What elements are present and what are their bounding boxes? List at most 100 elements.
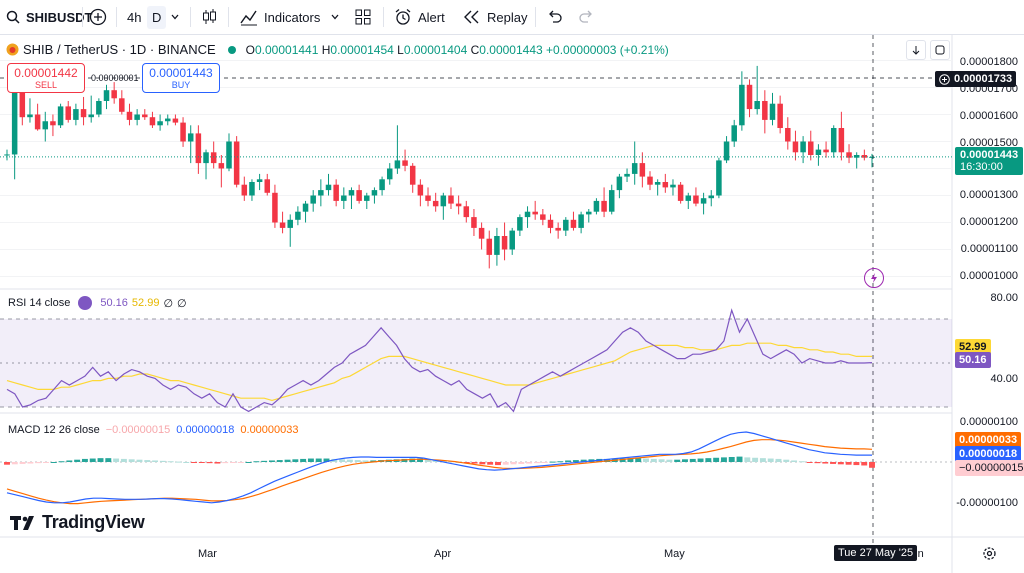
rsi-label: RSI 14 close bbox=[8, 297, 71, 309]
toolbar-divider bbox=[535, 7, 536, 27]
chart-type-button[interactable] bbox=[200, 0, 218, 34]
macd-histogram-bar bbox=[370, 460, 377, 462]
candle-body bbox=[11, 92, 18, 155]
candle-body bbox=[42, 121, 49, 130]
macd-histogram-bar bbox=[245, 462, 252, 463]
candle-body bbox=[846, 152, 852, 158]
candle-body bbox=[455, 203, 462, 207]
pane-maximize-button[interactable] bbox=[930, 40, 950, 60]
macd-histogram-bar bbox=[494, 462, 501, 466]
price-tick: 0.00001200 bbox=[959, 216, 1018, 228]
candle-body bbox=[593, 200, 600, 212]
macd-histogram-bar bbox=[557, 461, 564, 463]
crosshair-price-value: 0.00001733 bbox=[954, 73, 1013, 85]
crosshair-price-tag[interactable]: 0.00001733 bbox=[935, 71, 1017, 87]
undo-button[interactable] bbox=[547, 0, 563, 34]
candle-body bbox=[578, 214, 584, 228]
rsi-settings-icon[interactable] bbox=[78, 296, 93, 310]
sell-button[interactable]: 0.00001442 SELL bbox=[7, 63, 85, 93]
buy-label: BUY bbox=[171, 80, 191, 90]
candle-body bbox=[631, 163, 638, 174]
toolbar-divider bbox=[383, 7, 384, 27]
macd-histogram-bar bbox=[167, 461, 174, 463]
macd-histogram-bar bbox=[315, 458, 322, 462]
macd-histogram-bar bbox=[159, 460, 166, 462]
rewind-icon bbox=[464, 10, 479, 24]
candle-body bbox=[103, 90, 110, 101]
candle-body bbox=[716, 160, 722, 196]
candle-body bbox=[654, 182, 661, 185]
sell-price: 0.00001442 bbox=[14, 66, 78, 80]
candle-body bbox=[348, 190, 355, 196]
compare-button[interactable] bbox=[89, 0, 107, 34]
indicators-dropdown[interactable] bbox=[330, 0, 340, 34]
ohlc-values: O0.00001441 H0.00001454 L0.00001404 C0.0… bbox=[246, 43, 669, 57]
macd-histogram-bar bbox=[643, 458, 649, 462]
candle-body bbox=[555, 227, 561, 231]
macd-line bbox=[6, 431, 872, 504]
chart-canvas[interactable] bbox=[0, 35, 1024, 573]
candle-body bbox=[180, 122, 186, 142]
macd-histogram-bar bbox=[526, 462, 533, 464]
chevron-down-icon bbox=[331, 14, 339, 20]
candle-body bbox=[838, 128, 845, 153]
candle-body bbox=[386, 168, 393, 180]
candle-body bbox=[792, 141, 799, 153]
candle-body bbox=[463, 206, 470, 218]
macd-histogram-bar bbox=[650, 458, 657, 462]
candle-body bbox=[333, 184, 339, 201]
candle-body bbox=[830, 128, 837, 153]
buy-button[interactable]: 0.00001443 BUY bbox=[142, 63, 220, 93]
candle-body bbox=[677, 184, 684, 201]
interval-4h-button[interactable]: 4h bbox=[127, 0, 141, 34]
time-tick: May bbox=[664, 548, 685, 560]
macd-histogram-bar bbox=[487, 462, 494, 465]
undo-icon bbox=[549, 10, 562, 23]
candle-body bbox=[563, 219, 569, 231]
shib-logo-icon bbox=[6, 43, 19, 56]
candle-body bbox=[272, 192, 278, 223]
candle-body bbox=[126, 111, 133, 120]
layouts-button[interactable] bbox=[355, 0, 371, 34]
interval-dropdown[interactable] bbox=[170, 0, 180, 34]
indicators-button[interactable]: Indicators bbox=[240, 0, 320, 34]
alert-button[interactable]: Alert bbox=[394, 0, 445, 34]
macd-histogram-bar bbox=[814, 462, 821, 464]
macd-histogram-bar bbox=[869, 462, 875, 468]
macd-histogram-bar bbox=[11, 462, 18, 465]
candle-body bbox=[57, 106, 64, 126]
macd-signal-tag: 0.00000033 bbox=[955, 432, 1022, 448]
rsi-value-tag: 50.16 bbox=[955, 352, 991, 368]
toolbar-divider bbox=[116, 7, 117, 27]
redo-button[interactable] bbox=[578, 0, 594, 34]
candle-body bbox=[134, 114, 140, 120]
candle-body bbox=[608, 190, 615, 212]
candle-body bbox=[371, 190, 378, 196]
symbol-search[interactable]: SHIBUSDT bbox=[6, 0, 92, 34]
plus-circle-icon bbox=[939, 73, 950, 85]
price-tick: 0.00001500 bbox=[959, 137, 1018, 149]
candle-body bbox=[295, 211, 301, 220]
macd-histogram-bar bbox=[66, 460, 73, 462]
candle-body bbox=[249, 182, 255, 196]
candle-body bbox=[808, 141, 814, 155]
replay-button[interactable]: Replay bbox=[463, 0, 527, 34]
candle-body bbox=[815, 149, 822, 155]
macd-histogram-bar bbox=[658, 459, 665, 462]
candle-body bbox=[233, 141, 240, 185]
candle-body bbox=[869, 156, 875, 158]
candle-body bbox=[27, 114, 33, 118]
candle-body bbox=[203, 152, 209, 164]
crosshair-time-tag: Tue 27 May '25 bbox=[834, 545, 918, 561]
candle-body bbox=[364, 195, 370, 201]
pane-down-button[interactable] bbox=[906, 40, 926, 60]
high-label: H bbox=[321, 42, 331, 57]
candle-body bbox=[685, 195, 692, 201]
lightning-icon[interactable] bbox=[864, 268, 884, 288]
macd-histogram-bar bbox=[97, 458, 104, 462]
macd-histogram-bar bbox=[152, 460, 159, 462]
candle-body bbox=[647, 176, 653, 185]
macd-legend: MACD 12 26 close −0.00000015 0.00000018 … bbox=[8, 424, 299, 436]
settings-button[interactable] bbox=[982, 546, 997, 566]
interval-d-button[interactable]: D bbox=[147, 0, 167, 34]
